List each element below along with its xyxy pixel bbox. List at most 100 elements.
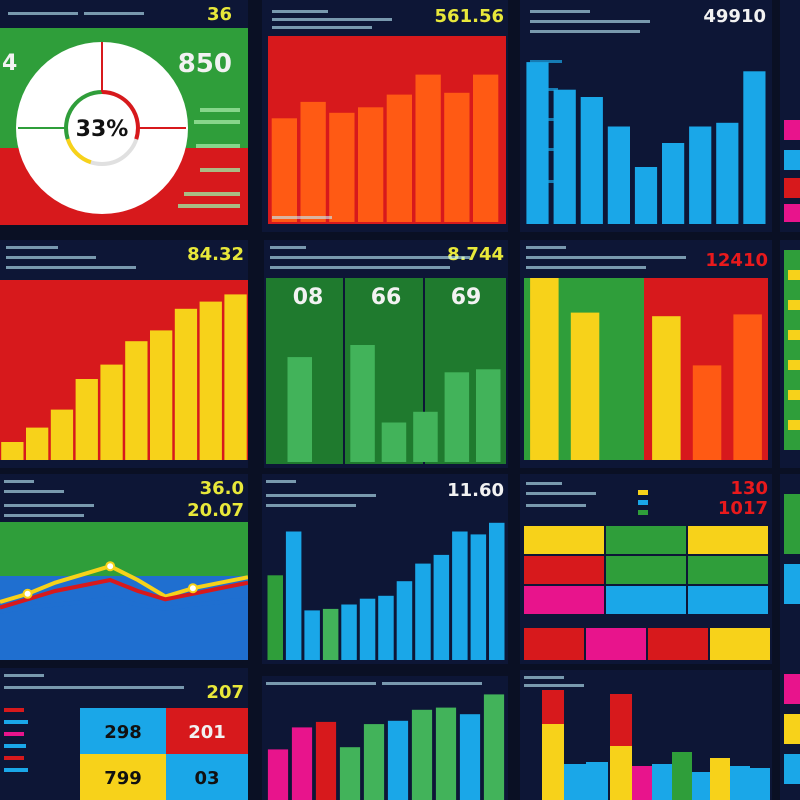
bar-6 — [662, 143, 685, 224]
bar-13 — [489, 522, 505, 660]
bar-chart-blue: 49910 — [526, 6, 766, 224]
bar-4 — [339, 747, 361, 800]
bar-5 — [363, 724, 385, 800]
panel-green-bars: 8.744 08 66 69 — [264, 240, 508, 468]
panel-2-top-value: 561.56 — [435, 6, 504, 27]
bar-4 — [607, 126, 630, 224]
panel-orange-bars: 561.56 — [262, 0, 508, 232]
bar-7 — [378, 595, 394, 660]
panel-10-top-value: 207 — [206, 682, 244, 703]
bar-2 — [26, 427, 49, 460]
bar-6 — [125, 341, 148, 460]
line-series-2 — [0, 577, 248, 610]
bar-3 — [315, 721, 337, 800]
heat-cell-1 — [524, 526, 604, 554]
bar-1 — [287, 357, 312, 462]
stacked-bar-chart — [524, 676, 770, 800]
bar-9 — [415, 563, 431, 660]
heat-cell-9 — [688, 586, 768, 614]
heat-cell-7 — [524, 586, 604, 614]
panel-5-top-value: 8.744 — [447, 244, 504, 265]
bar-6 — [444, 372, 470, 462]
gauge-value: 33% — [76, 117, 129, 142]
bar-7 — [150, 330, 173, 460]
bar-4 — [381, 422, 407, 462]
bar-6 — [733, 314, 762, 460]
kpi-bottom-left: 799 — [104, 768, 142, 789]
heat-cell-3 — [688, 526, 768, 554]
panel-edge-1 — [780, 0, 800, 232]
bar-2 — [300, 101, 326, 222]
panel-edge-3 — [780, 474, 800, 800]
bar-6 — [359, 598, 376, 660]
bar-3 — [329, 112, 355, 222]
line-point-3 — [187, 583, 198, 594]
bar-5 — [100, 364, 123, 460]
gauge-arc-red — [101, 90, 140, 140]
panel-5-value-c: 69 — [451, 285, 482, 310]
bar-2 — [285, 531, 302, 660]
bar-5 — [692, 365, 722, 460]
panel-stacked-bars — [520, 670, 772, 800]
panel-1-top-value: 36 — [207, 4, 232, 25]
panel-3-top-value: 49910 — [703, 6, 766, 27]
heat-cell-5 — [606, 556, 686, 584]
panel-1-left-value: 4 — [2, 51, 17, 76]
bar-4 — [358, 107, 384, 222]
kpi-top-left: 298 — [104, 722, 142, 743]
panel-yellow-red-bars: 12410 — [520, 240, 772, 468]
bar-4 — [652, 316, 681, 460]
panel-heatmap: 130 1017 — [520, 474, 772, 664]
heat-cell-4 — [524, 556, 604, 584]
bar-8 — [716, 122, 739, 224]
kpi-top-right: 201 — [188, 722, 226, 743]
bar-9 — [199, 301, 222, 460]
panel-gauge: 33% 36 850 4 — [0, 0, 248, 225]
heat-bottom-cell-4 — [710, 628, 770, 660]
panel-kpi-blocks: 207 298 201 799 03 — [0, 668, 248, 800]
bar-1 — [267, 575, 283, 660]
bar-1 — [530, 278, 559, 460]
edge-strips-3 — [784, 494, 800, 784]
line-series-1 — [0, 564, 248, 604]
bar-chart-yellow: 84.32 — [0, 244, 248, 460]
bar-chart-multicolor — [266, 682, 505, 800]
heatmap-chart: 130 1017 — [524, 478, 770, 660]
bar-8 — [396, 581, 413, 660]
heat-cell-8 — [606, 586, 686, 614]
bar-4 — [322, 608, 339, 660]
bar-4 — [75, 379, 98, 460]
bar-2 — [291, 727, 313, 800]
bar-5 — [386, 94, 412, 222]
heat-bottom-cell-1 — [524, 628, 584, 660]
kpi-bottom-right: 03 — [194, 768, 219, 789]
panel-blue-bars-2: 11.60 — [262, 474, 508, 664]
panel-edge-2 — [780, 240, 800, 468]
bar-6 — [387, 720, 409, 800]
bar-5 — [341, 604, 357, 660]
bar-3 — [50, 409, 74, 460]
bar-5 — [634, 167, 658, 224]
bar-1 — [1, 442, 24, 460]
line-point-2 — [105, 561, 116, 572]
bar-10 — [483, 694, 505, 800]
panel-8-top-value: 11.60 — [447, 480, 504, 501]
panel-4-top-value: 84.32 — [187, 244, 244, 265]
bar-chart-orange: 561.56 — [268, 6, 506, 224]
bar-5 — [413, 411, 438, 462]
bar-3 — [350, 345, 375, 462]
bar-chart-green: 8.744 08 66 69 — [266, 244, 506, 464]
panel-5-value-b: 66 — [371, 285, 402, 310]
gauge-arc-yellow — [65, 138, 92, 165]
panel-blue-bars: 49910 — [520, 0, 772, 232]
gauge-chart: 33% 36 850 4 — [0, 4, 248, 225]
bar-3 — [304, 610, 320, 660]
bar-7 — [444, 92, 470, 222]
bar-2 — [570, 312, 600, 460]
bar-8 — [174, 308, 198, 460]
bar-chart-blue-2: 11.60 — [266, 480, 505, 660]
bar-1 — [526, 62, 549, 224]
kpi-blocks: 207 298 201 799 03 — [4, 674, 248, 800]
bar-chart-yellow-red: 12410 — [524, 246, 768, 460]
